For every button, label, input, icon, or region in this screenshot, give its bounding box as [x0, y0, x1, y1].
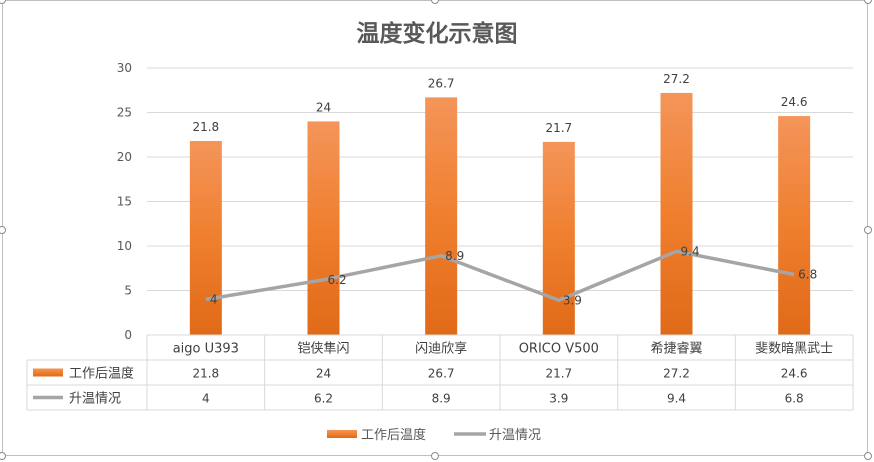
table-cell: 4 — [202, 392, 210, 406]
y-tick-label: 5 — [124, 284, 132, 298]
table-cell: 3.9 — [549, 392, 568, 406]
y-tick-label: 15 — [117, 195, 132, 209]
y-axis: 0 5 10 15 20 25 30 — [117, 61, 132, 342]
resize-handle-middle-left[interactable] — [0, 226, 6, 234]
bar — [189, 140, 222, 335]
bar — [542, 141, 575, 335]
y-tick-label: 25 — [117, 106, 132, 120]
legend-key-bar — [327, 430, 357, 438]
y-tick-label: 10 — [117, 239, 132, 253]
bar-data-label: 26.7 — [428, 76, 455, 90]
line-data-label: 8.9 — [445, 249, 464, 263]
legend-label: 升温情况 — [489, 428, 541, 443]
table-cell: 21.7 — [545, 367, 572, 381]
category-label: ORICO V500 — [519, 342, 599, 357]
category-label: 闪迪欣享 — [415, 341, 467, 357]
grid-lines — [147, 67, 853, 291]
table-cell: 26.7 — [428, 367, 455, 381]
data-table: aigo U393 铠侠隼闪 闪迪欣享 ORICO V500 希捷睿翼 斐数暗黑武士工作后… — [26, 334, 854, 411]
bar-data-label: 21.7 — [545, 121, 572, 135]
legend-label: 工作后温度 — [361, 427, 426, 443]
category-label: 希捷睿翼 — [650, 342, 702, 357]
table-cell: 21.8 — [192, 367, 219, 381]
table-cell: 8.9 — [432, 392, 451, 406]
bar — [778, 116, 811, 335]
resize-handle-bottom-right[interactable] — [864, 452, 872, 460]
table-legend-key-bar — [33, 368, 63, 377]
line-data-label: 3.9 — [563, 293, 582, 307]
bar-data-label: 21.8 — [192, 120, 219, 134]
y-tick-label: 0 — [124, 328, 132, 342]
bar-data-label: 24.6 — [781, 95, 808, 109]
resize-handle-bottom-left[interactable] — [0, 452, 6, 460]
line-data-label: 6.2 — [328, 273, 347, 287]
table-series-name: 升温情况 — [69, 392, 121, 407]
y-tick-label: 20 — [117, 150, 132, 164]
chart-title: 温度变化示意图 — [356, 21, 518, 47]
table-cell: 9.4 — [667, 392, 686, 406]
bar-series: 21.8 24 26.7 21.7 27.2 24.6 — [189, 72, 811, 336]
table-series-name: 工作后温度 — [69, 366, 134, 382]
category-label: 斐数暗黑武士 — [755, 342, 833, 357]
series-line — [205, 249, 795, 303]
table-cell: 6.8 — [785, 392, 804, 406]
category-label: aigo U393 — [173, 342, 239, 357]
line-data-label: 9.4 — [681, 244, 700, 258]
table-cell: 24 — [316, 367, 331, 381]
category-label: 铠侠隼闪 — [297, 341, 349, 357]
bar — [660, 92, 693, 335]
y-tick-label: 30 — [117, 61, 132, 75]
resize-handle-bottom-center[interactable] — [431, 452, 439, 460]
table-cell: 27.2 — [663, 367, 690, 381]
bar-data-label: 27.2 — [663, 72, 690, 86]
line-data-label: 4 — [210, 292, 218, 306]
resize-handle-middle-right[interactable] — [864, 226, 872, 234]
bar — [425, 97, 458, 336]
table-cell: 6.2 — [314, 392, 333, 406]
line-series: 4 6.2 8.9 3.9 9.4 6.8 — [205, 244, 817, 307]
bar-data-label: 24 — [316, 100, 331, 114]
legend: 工作后温度 升温情况 — [327, 427, 541, 443]
bar — [307, 121, 340, 336]
line-data-label: 6.8 — [798, 267, 817, 281]
table-cell: 24.6 — [781, 367, 808, 381]
